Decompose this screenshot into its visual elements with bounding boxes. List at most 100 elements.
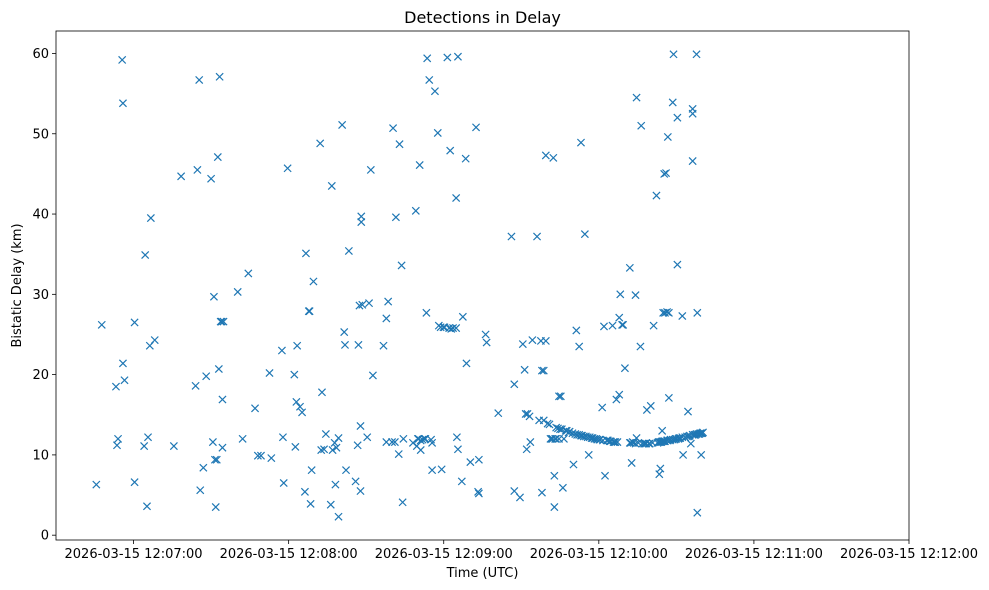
x-tick-label: 2026-03-15 12:10:00	[530, 547, 668, 562]
data-point	[533, 232, 542, 241]
data-point	[202, 372, 211, 381]
data-point	[397, 261, 406, 270]
data-point	[572, 326, 581, 335]
data-point	[612, 395, 621, 404]
data-point	[344, 246, 353, 256]
data-point	[215, 72, 224, 81]
data-point	[211, 503, 220, 512]
y-tick-label: 60	[32, 47, 49, 62]
data-point	[698, 428, 708, 437]
data-point	[693, 308, 702, 317]
data-point	[317, 446, 326, 455]
data-point	[569, 460, 578, 469]
data-point	[683, 407, 693, 416]
data-point	[615, 390, 624, 399]
data-point	[394, 450, 403, 459]
data-point	[292, 397, 301, 406]
data-point	[548, 434, 557, 443]
data-point	[596, 435, 605, 444]
data-point	[443, 53, 452, 62]
data-point	[111, 382, 120, 391]
data-point	[552, 434, 561, 443]
data-point	[199, 463, 208, 472]
y-tick-label: 40	[32, 208, 49, 223]
data-point	[305, 307, 314, 316]
data-point	[568, 429, 577, 438]
data-point	[358, 300, 367, 309]
data-point	[340, 328, 349, 337]
data-point	[334, 434, 343, 443]
data-point	[525, 412, 534, 421]
data-point	[518, 340, 527, 349]
data-point	[652, 191, 661, 200]
data-point	[449, 324, 458, 333]
data-point	[452, 324, 461, 333]
x-tick-label: 2026-03-15 12:09:00	[375, 547, 513, 562]
data-point	[494, 409, 503, 418]
data-point	[295, 402, 305, 411]
data-point	[603, 436, 612, 445]
data-point	[507, 232, 516, 241]
data-point	[600, 471, 610, 480]
data-point	[664, 393, 673, 402]
data-point	[291, 442, 300, 451]
data-point	[697, 450, 706, 459]
data-point	[142, 502, 152, 511]
data-point	[474, 455, 483, 464]
data-point	[551, 434, 560, 443]
data-point	[218, 443, 227, 452]
data-point	[472, 123, 481, 132]
data-point	[537, 366, 546, 375]
data-point	[416, 446, 425, 455]
data-point	[618, 320, 627, 329]
data-point	[663, 307, 672, 317]
data-point	[146, 214, 155, 223]
data-point	[543, 419, 552, 428]
data-point	[351, 477, 360, 486]
y-tick-label: 10	[32, 448, 49, 463]
data-point	[425, 75, 434, 84]
data-point	[549, 153, 558, 162]
data-point	[550, 503, 559, 512]
data-point	[452, 433, 461, 442]
chart-title: Detections in Delay	[404, 8, 561, 27]
data-point	[616, 290, 625, 299]
data-point	[277, 346, 286, 355]
data-point	[118, 99, 127, 108]
data-point	[216, 317, 225, 326]
data-point	[474, 489, 483, 498]
data-point	[420, 434, 429, 443]
data-point	[679, 450, 688, 459]
data-point	[177, 172, 186, 181]
data-point	[423, 54, 432, 63]
data-point	[143, 433, 153, 442]
data-point	[608, 321, 617, 330]
data-point	[411, 206, 420, 215]
data-point	[306, 499, 315, 508]
data-point	[355, 301, 364, 310]
data-point	[210, 455, 219, 464]
data-point	[541, 336, 550, 345]
data-point	[545, 420, 554, 429]
data-point	[673, 113, 682, 122]
data-point	[575, 342, 584, 351]
data-point	[645, 439, 654, 448]
data-point	[279, 478, 288, 488]
data-point	[418, 435, 427, 444]
data-point	[130, 318, 139, 327]
data-point	[631, 291, 640, 300]
data-point	[620, 364, 629, 373]
data-point	[283, 164, 292, 173]
data-point	[218, 395, 227, 404]
data-point	[207, 174, 216, 183]
y-tick-label: 50	[32, 127, 49, 142]
data-point	[660, 308, 670, 317]
data-point	[632, 93, 641, 102]
data-point	[422, 308, 431, 317]
data-point	[556, 425, 565, 434]
data-point	[365, 299, 374, 308]
data-point	[233, 287, 242, 296]
data-point	[619, 320, 628, 329]
data-point	[682, 432, 691, 441]
